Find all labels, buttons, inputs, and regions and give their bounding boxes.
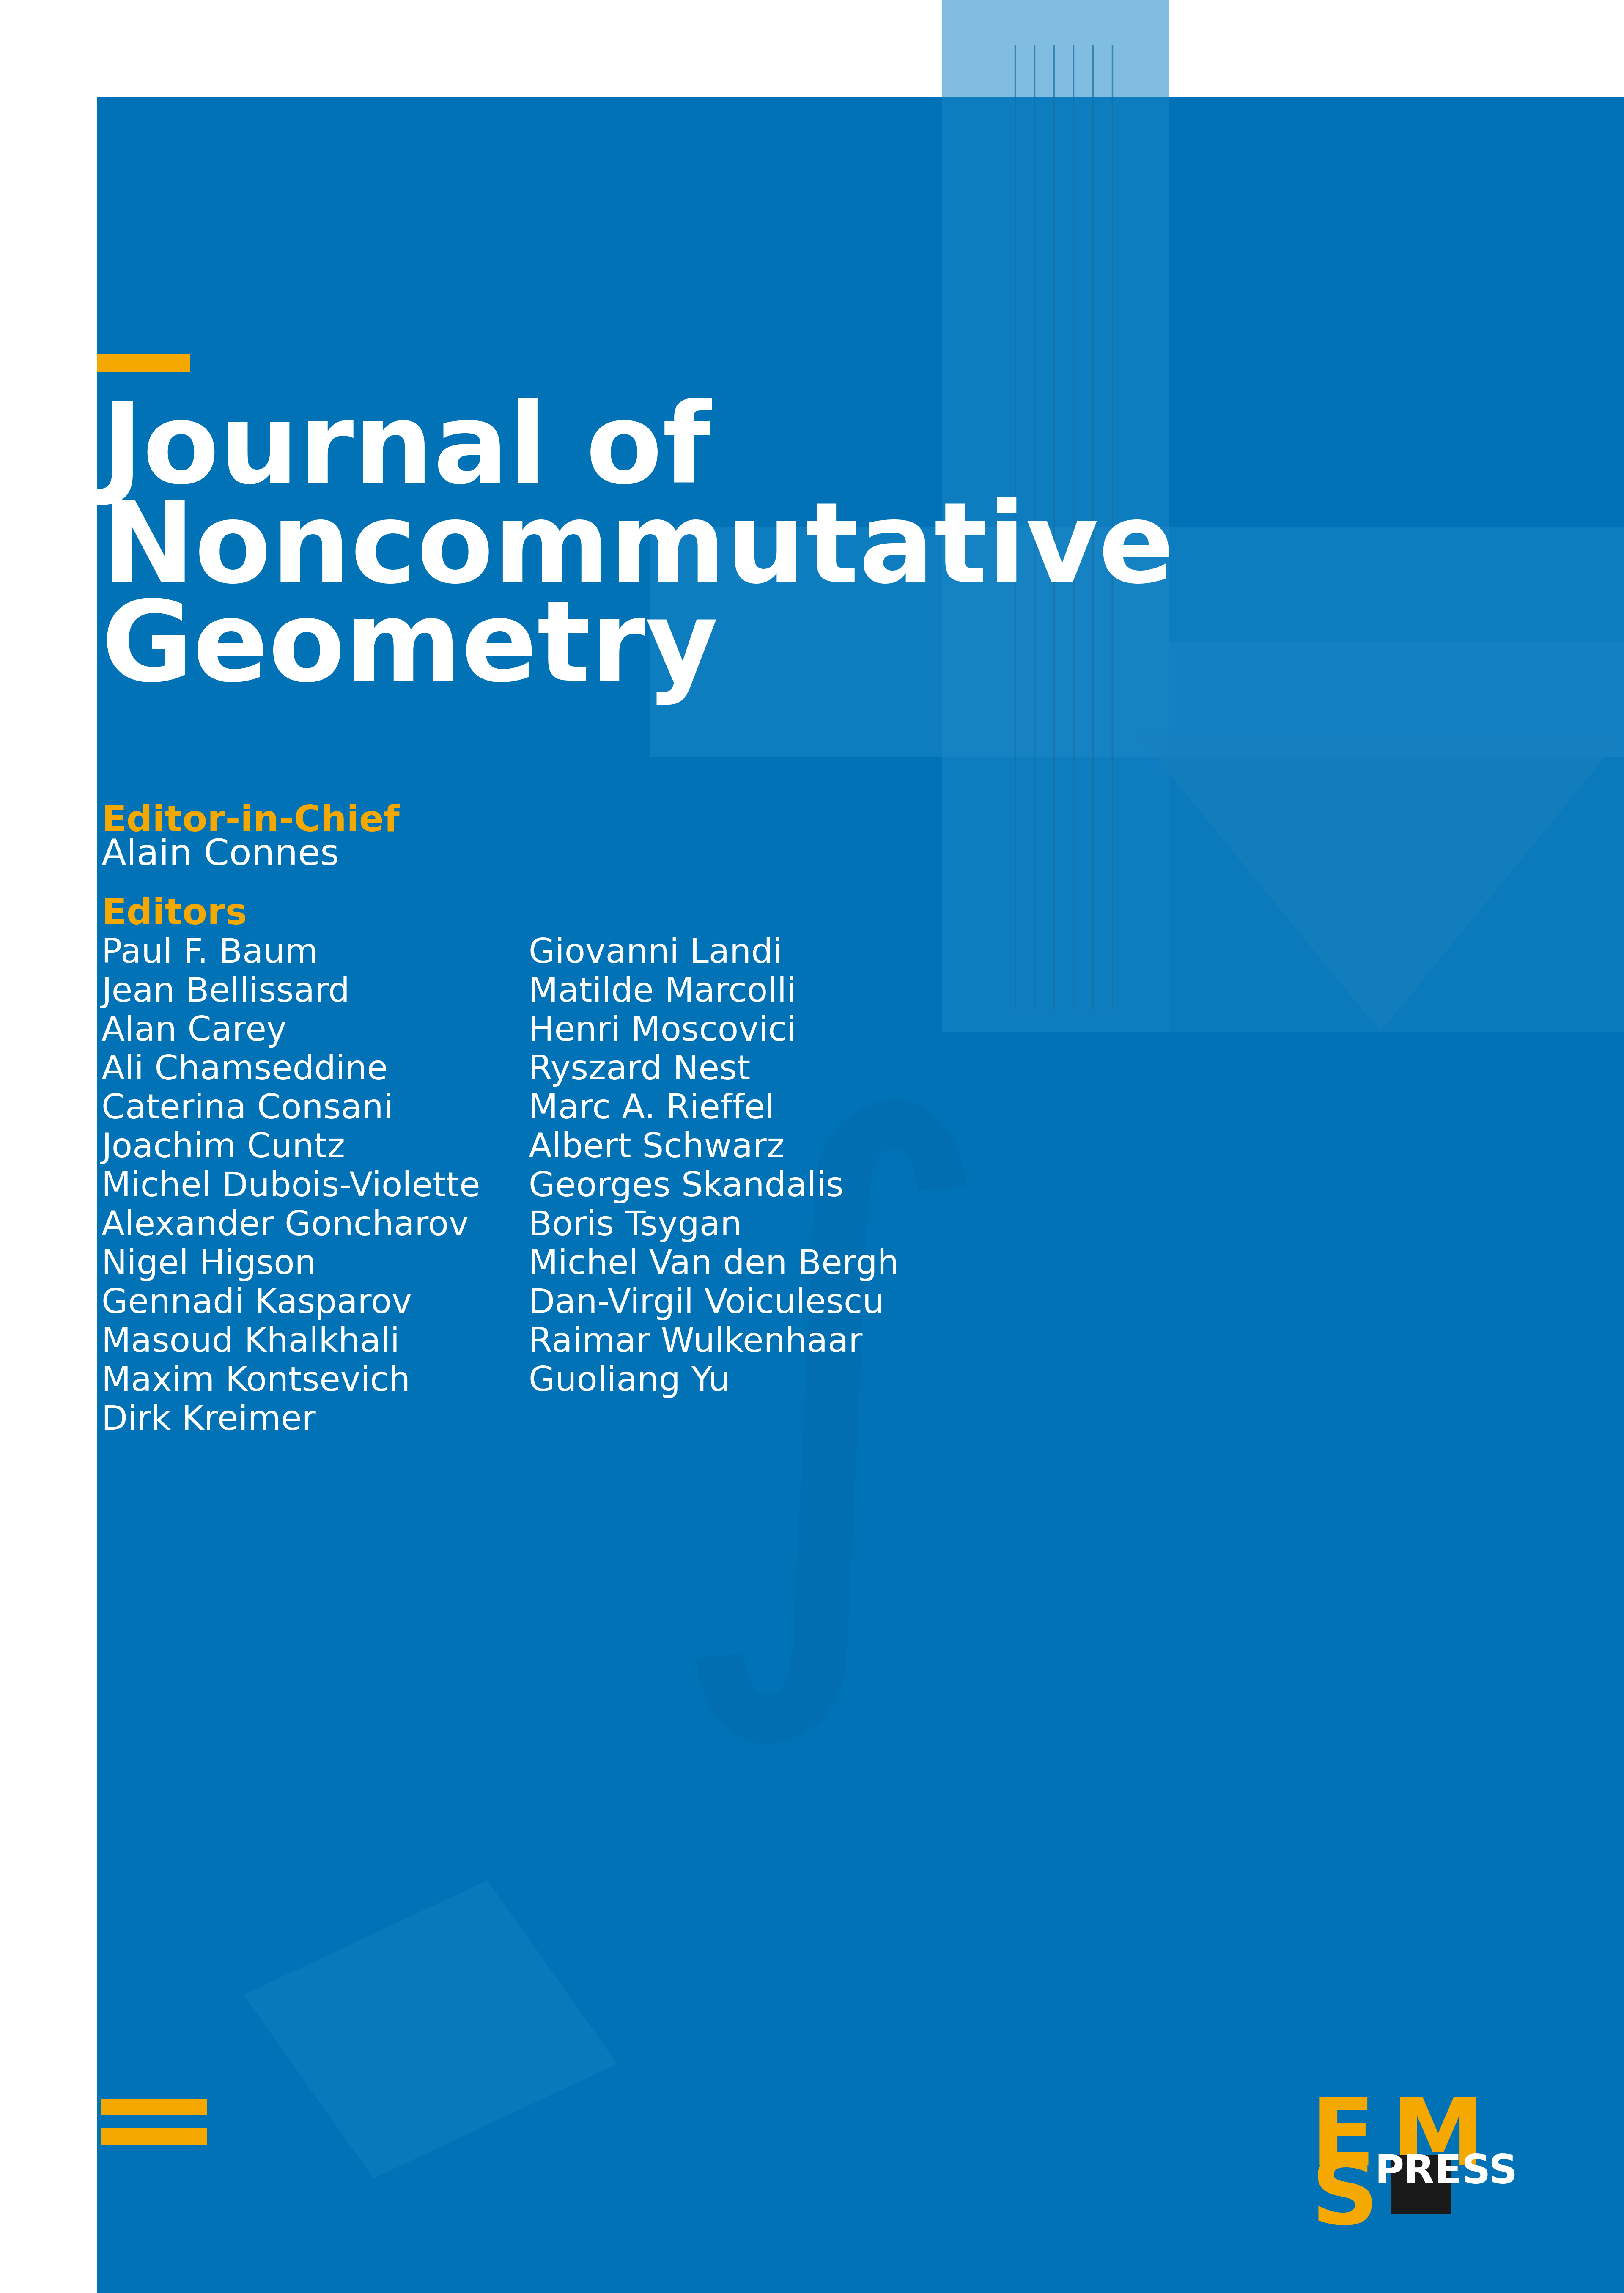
Bar: [942, 0, 1169, 1032]
Text: Alexander Goncharov: Alexander Goncharov: [101, 1208, 469, 1243]
Text: Alan Carey: Alan Carey: [101, 1016, 286, 1048]
Text: Journal of: Journal of: [101, 397, 711, 507]
Text: Marc A. Rieffel: Marc A. Rieffel: [529, 1091, 775, 1126]
Polygon shape: [1169, 642, 1624, 1032]
Text: Guoliang Yu: Guoliang Yu: [529, 1364, 729, 1399]
Bar: [101, 2098, 208, 2114]
Text: Dan-Virgil Voiculescu: Dan-Virgil Voiculescu: [529, 1286, 883, 1321]
Bar: [650, 527, 1624, 757]
Text: Maxim Kontsevich: Maxim Kontsevich: [101, 1364, 411, 1399]
Text: M: M: [1392, 2094, 1484, 2185]
Text: Raimar Wulkenhaar: Raimar Wulkenhaar: [529, 1325, 862, 1360]
Text: Masoud Khalkhali: Masoud Khalkhali: [101, 1325, 400, 1360]
Polygon shape: [244, 1880, 617, 2178]
Text: Alain Connes: Alain Connes: [101, 837, 339, 874]
Text: Michel Dubois-Violette: Michel Dubois-Violette: [101, 1169, 481, 1204]
Text: Boris Tsygan: Boris Tsygan: [529, 1208, 742, 1243]
Text: Georges Skandalis: Georges Skandalis: [529, 1169, 843, 1204]
Text: Geometry: Geometry: [101, 596, 718, 704]
Text: Ali Chamseddine: Ali Chamseddine: [101, 1055, 388, 1087]
Text: Editor-in-Chief: Editor-in-Chief: [101, 803, 400, 839]
Text: Giovanni Landi: Giovanni Landi: [529, 938, 783, 970]
Text: Paul F. Baum: Paul F. Baum: [101, 938, 318, 970]
Text: Michel Van den Bergh: Michel Van den Bergh: [529, 1247, 900, 1282]
Text: Noncommutative: Noncommutative: [101, 498, 1174, 605]
Text: Nigel Higson: Nigel Higson: [101, 1247, 317, 1282]
Text: Editors: Editors: [101, 897, 247, 931]
Bar: [101, 2128, 208, 2144]
Text: Henri Moscovici: Henri Moscovici: [529, 1016, 796, 1048]
Text: Gennadi Kasparov: Gennadi Kasparov: [101, 1286, 412, 1321]
Text: PRESS: PRESS: [1374, 2153, 1517, 2192]
Text: Ryszard Nest: Ryszard Nest: [529, 1055, 750, 1087]
Text: Albert Schwarz: Albert Schwarz: [529, 1130, 784, 1165]
Bar: [97, 355, 190, 371]
Bar: [1392, 2155, 1450, 2215]
Text: $\int$: $\int$: [658, 1098, 966, 1745]
Text: Caterina Consani: Caterina Consani: [101, 1091, 393, 1126]
Text: E: E: [1311, 2094, 1376, 2185]
Text: Jean Bellissard: Jean Bellissard: [101, 977, 349, 1009]
Polygon shape: [1137, 734, 1624, 1032]
Text: Dirk Kreimer: Dirk Kreimer: [101, 1403, 315, 1438]
Text: Joachim Cuntz: Joachim Cuntz: [101, 1130, 344, 1165]
Text: S: S: [1311, 2153, 1379, 2243]
Text: Matilde Marcolli: Matilde Marcolli: [529, 977, 796, 1009]
